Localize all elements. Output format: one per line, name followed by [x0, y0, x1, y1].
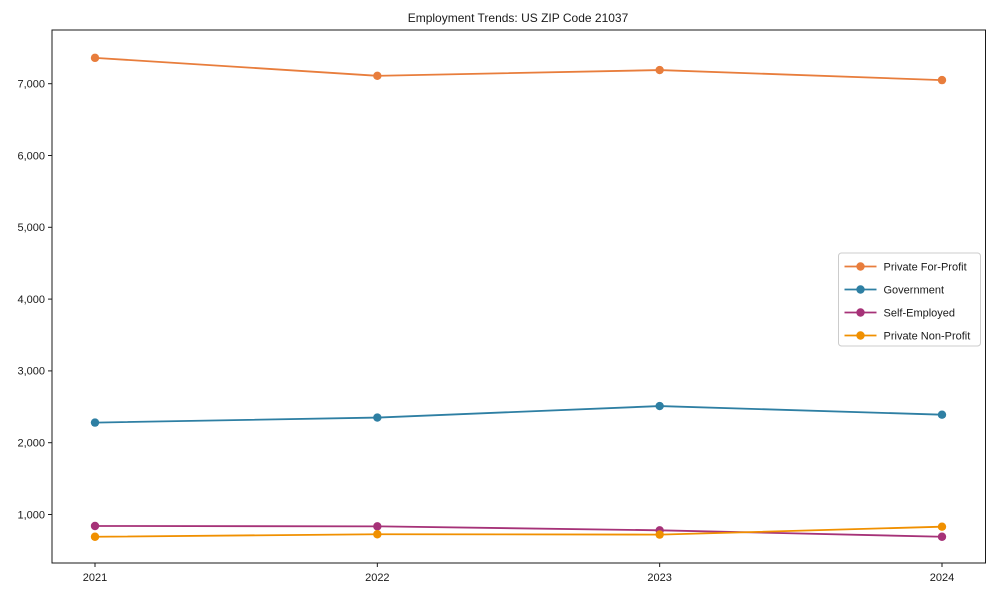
data-point-government: [90, 418, 100, 427]
legend-marker-dot-private-non-profit: [856, 331, 865, 340]
x-tick-label: 2023: [647, 572, 671, 584]
legend-label-self-employed: Self-Employed: [884, 307, 956, 319]
data-point-self-employed: [90, 521, 100, 531]
data-point-government: [937, 410, 947, 419]
y-tick-label: 3,000: [17, 366, 45, 378]
data-point-private-non-profit: [90, 532, 100, 541]
legend-label-private-non-profit: Private Non-Profit: [884, 330, 971, 342]
y-tick-label: 5,000: [17, 222, 45, 234]
x-tick-label: 2022: [365, 572, 389, 584]
y-tick-label: 6,000: [17, 150, 45, 162]
legend-marker-dot-government: [856, 285, 865, 294]
legend-marker-dot-self-employed: [856, 308, 865, 317]
x-tick-label: 2021: [83, 572, 107, 584]
data-point-government: [373, 413, 382, 422]
legend-box: [838, 252, 981, 347]
plot-area: 1,000 2,000 3,000 4,000 5,000 6,000 7,000 2021 2…: [17, 29, 986, 584]
data-point-private-for-profit: [655, 65, 664, 75]
plot-frame: [51, 29, 986, 564]
series-line-self-employed: [94, 525, 943, 538]
data-point-private-non-profit: [655, 530, 664, 539]
y-tick-label: 4,000: [17, 294, 45, 306]
data-point-private-for-profit: [373, 71, 382, 81]
data-point-government: [655, 401, 664, 411]
series-layer: [90, 53, 947, 541]
data-point-self-employed: [937, 532, 947, 541]
y-tick-label: 2,000: [17, 438, 45, 450]
legend-label-private-for-profit: Private For-Profit: [884, 261, 967, 273]
data-point-private-for-profit: [90, 53, 100, 63]
data-point-private-non-profit: [937, 522, 947, 531]
legend-label-government: Government: [884, 284, 945, 296]
series-line-private-for-profit: [94, 56, 943, 82]
data-point-self-employed: [373, 522, 382, 531]
y-tick-label: 7,000: [17, 79, 45, 91]
series-line-private-non-profit: [94, 525, 943, 538]
y-tick-label: 1,000: [17, 509, 45, 521]
chart-title: Employment Trends: US ZIP Code 21037: [408, 11, 629, 25]
series-line-government: [94, 405, 943, 424]
legend-marker-dot-private-for-profit: [856, 262, 865, 271]
data-point-private-non-profit: [373, 530, 382, 539]
data-point-private-for-profit: [937, 75, 947, 85]
legend: Private For-Profit Government Self-Employe…: [838, 252, 981, 347]
x-tick-label: 2024: [930, 572, 954, 584]
